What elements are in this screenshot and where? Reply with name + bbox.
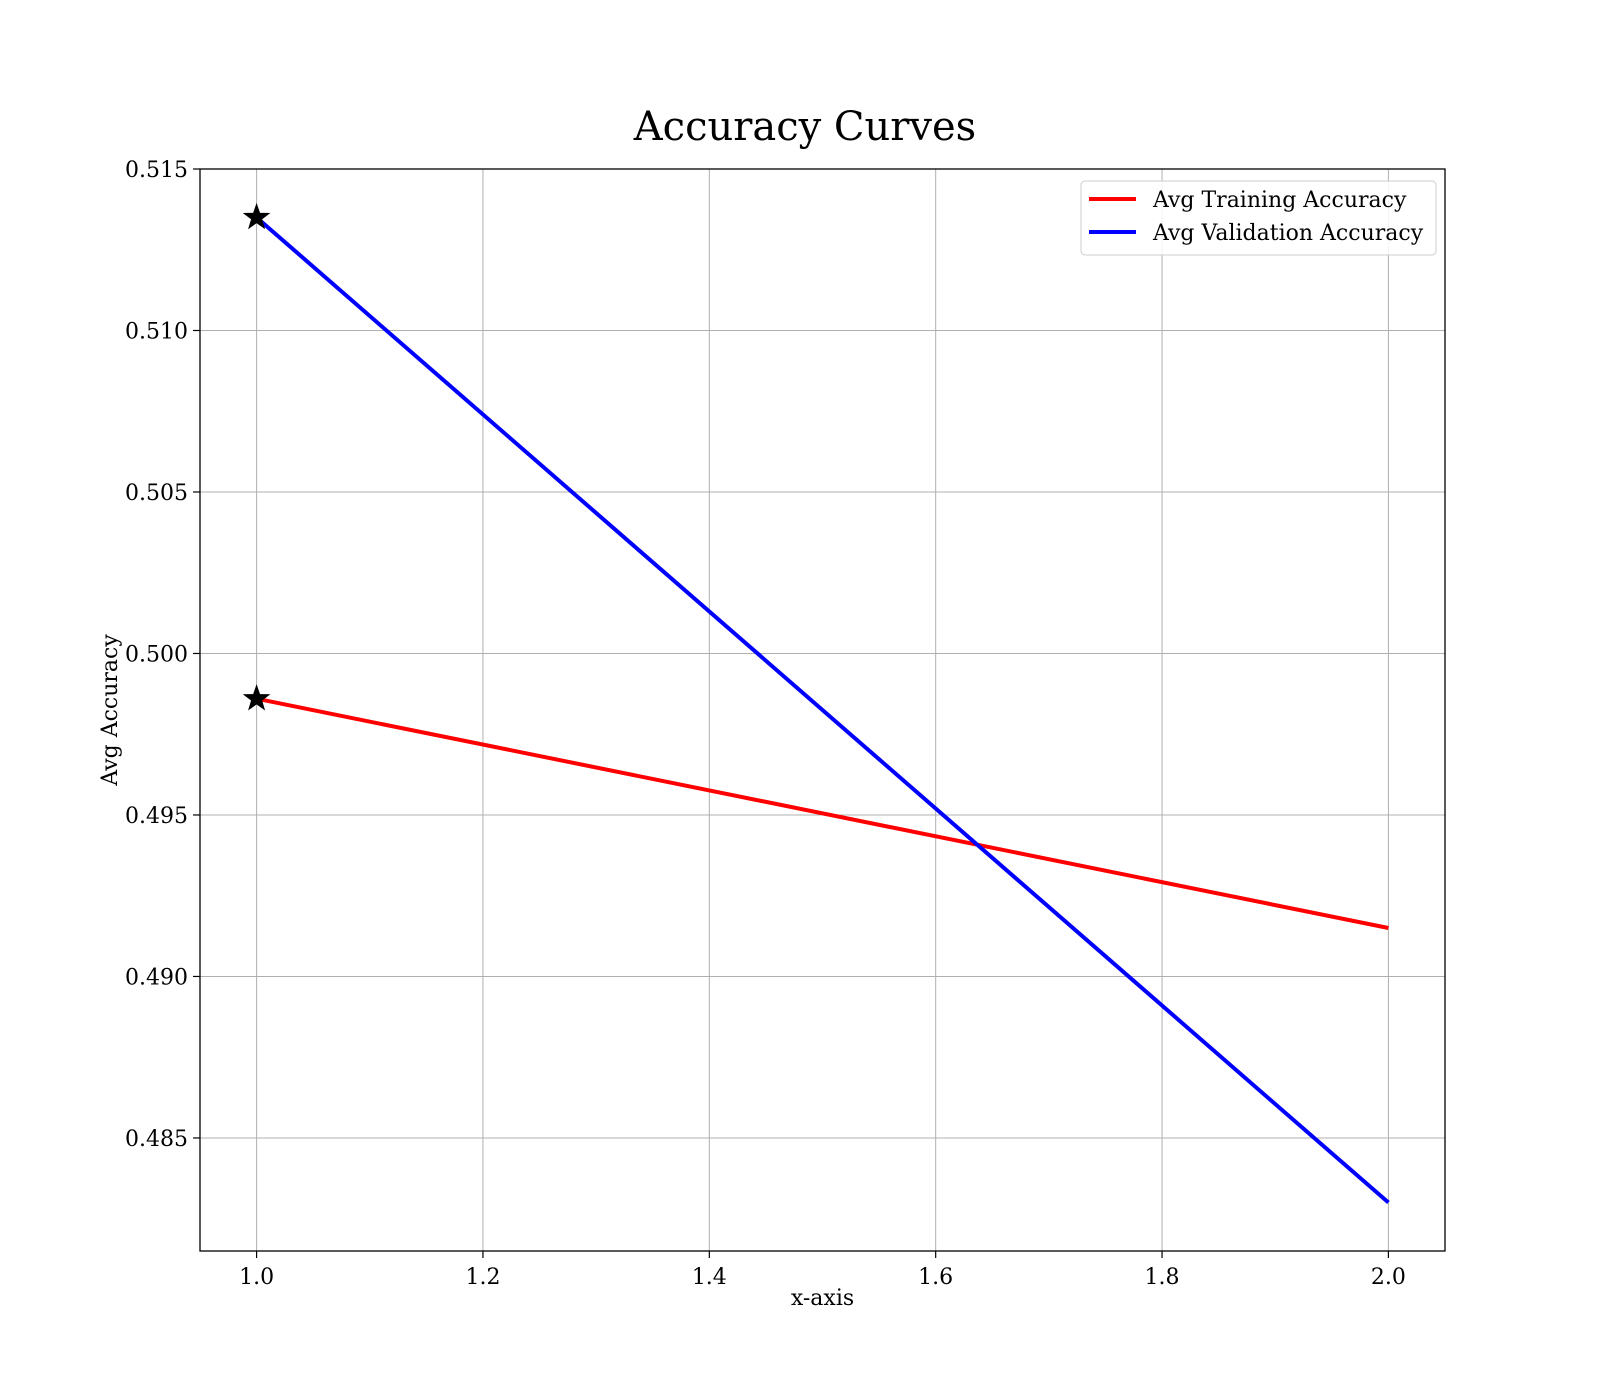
y-axis-label: Avg Accuracy — [98, 634, 123, 787]
x-tick-label: 1.0 — [239, 1265, 274, 1290]
x-tick-label: 2.0 — [1371, 1265, 1406, 1290]
x-axis-label: x-axis — [791, 1286, 854, 1311]
y-tick-label: 0.505 — [125, 481, 188, 506]
y-tick-label: 0.515 — [125, 158, 188, 183]
series-line — [255, 215, 1390, 1205]
y-tick-label: 0.495 — [125, 804, 188, 829]
plot-area-frame — [199, 168, 1446, 1252]
series-lines — [255, 215, 1390, 1205]
y-tick-label: 0.485 — [125, 1127, 188, 1152]
legend: Avg Training Accuracy Avg Validation Accu… — [1080, 180, 1437, 256]
x-tick-label: 1.2 — [465, 1265, 500, 1290]
y-tick-label: 0.510 — [125, 319, 188, 344]
y-tick-label: 0.490 — [125, 965, 188, 990]
max-star-marker — [242, 202, 271, 230]
x-tick-label: 1.6 — [918, 1265, 953, 1290]
x-tick-label: 1.4 — [692, 1265, 727, 1290]
x-tick-label: 1.8 — [1145, 1265, 1180, 1290]
max-star-marker — [242, 684, 271, 711]
axis-ticks: 1.0 1.2 1.4 1.6 1.8 2.0 0.485 0.490 0.495 0.500 0.… — [125, 158, 1406, 1290]
legend-box — [1080, 180, 1437, 256]
legend-label: Avg Validation Accuracy — [1152, 221, 1424, 246]
y-tick-label: 0.500 — [125, 642, 188, 667]
chart-title: Accuracy Curves — [633, 104, 976, 150]
max-markers — [242, 202, 271, 711]
legend-label: Avg Training Accuracy — [1152, 188, 1407, 213]
series-line — [256, 696, 1389, 930]
